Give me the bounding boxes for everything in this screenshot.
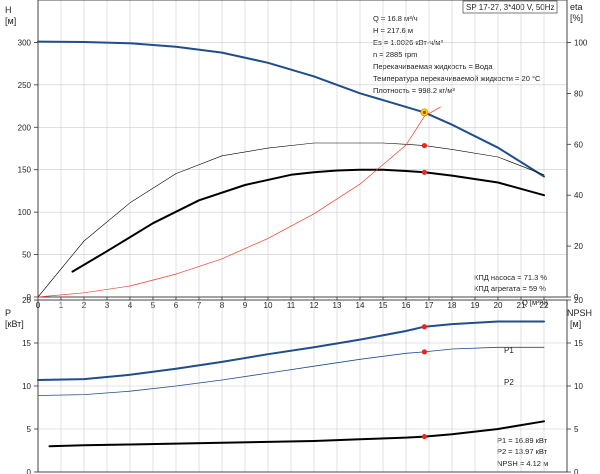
y-axis-tick-label: 20 bbox=[22, 296, 31, 305]
pump-title-box: SP 17-27, 3*400 V, 50Hz bbox=[462, 0, 558, 14]
info-line: Плотность = 998.2 кг/м³ bbox=[373, 86, 455, 95]
plot-frame bbox=[37, 0, 568, 298]
info-line: Перекачиваемая жидкость = Вода bbox=[373, 62, 493, 71]
y-axis-tick-label: 0 bbox=[27, 293, 32, 302]
y-axis-tick-label: 5 bbox=[27, 425, 32, 434]
info-line: n = 2885 rpm bbox=[373, 50, 417, 59]
y-axis-tick-label: 200 bbox=[18, 123, 32, 132]
info-line: Q = 16.8 м³/ч bbox=[373, 14, 418, 23]
y2-axis-tick-label: 5 bbox=[574, 425, 579, 434]
bottom-right-axis-title-line-1: NPSH bbox=[567, 308, 592, 318]
y-axis-tick-label: 0 bbox=[27, 468, 32, 474]
y2-axis-tick-label: 60 bbox=[574, 140, 583, 149]
y2-axis-tick-label: 20 bbox=[574, 242, 583, 251]
y-axis-tick-label: 250 bbox=[18, 81, 32, 90]
series-line-eta_unit bbox=[71, 168, 545, 273]
efficiency-note: КПД насоса = 71.3 % КПД агрегата = 59 % bbox=[474, 273, 547, 293]
bottom-left-axis-title-line-1: P bbox=[5, 308, 11, 318]
grid bbox=[37, 0, 568, 298]
series-label-p1: P1 bbox=[504, 346, 514, 355]
y2-axis-tick-label: 100 bbox=[574, 39, 588, 48]
power-results: P1 = 16.89 кВт P2 = 13.97 кВт NPSH = 4.1… bbox=[497, 436, 548, 468]
efficiency-note-line: КПД агрегата = 59 % bbox=[474, 284, 546, 293]
y2-axis-tick-label: 10 bbox=[574, 382, 583, 391]
series-line-p2 bbox=[37, 346, 545, 396]
series-line-p1 bbox=[37, 320, 545, 381]
info-line: H = 217.6 м bbox=[373, 26, 413, 35]
top-right-axis-title-line-1: eta bbox=[570, 2, 583, 12]
top-right-axis-title-line-2: [%] bbox=[570, 13, 583, 23]
series-line-eta_pump bbox=[37, 142, 545, 298]
y-axis-tick-label: 300 bbox=[18, 38, 32, 47]
result-line: NPSH = 4.12 м bbox=[497, 459, 548, 468]
top-x-axis-title: Q [м³/ч] bbox=[522, 298, 548, 307]
operating-point-marker bbox=[421, 324, 427, 330]
top-left-axis-title: H [м] bbox=[5, 5, 16, 26]
efficiency-note-line: КПД насоса = 71.3 % bbox=[474, 273, 547, 282]
info-line: Температура перекачиваемой жидкости = 20… bbox=[373, 74, 541, 83]
operating-point-marker bbox=[421, 433, 427, 440]
operating-point-marker bbox=[421, 169, 427, 175]
operating-point-marker bbox=[421, 349, 427, 355]
operating-point-marker-center bbox=[422, 110, 426, 114]
series-line-eta_red bbox=[37, 106, 441, 298]
top-left-axis-title-line-2: [м] bbox=[5, 16, 16, 26]
bottom-left-axis-title-line-2: [кВт] bbox=[5, 319, 24, 329]
grid bbox=[37, 299, 568, 473]
series-label-p2: P2 bbox=[504, 378, 514, 387]
top-left-axis-title-line-1: H bbox=[5, 5, 12, 15]
series-line-npsh bbox=[48, 420, 545, 448]
head-efficiency-plot: 0501001502002503000204060801000123456789… bbox=[18, 0, 588, 310]
y2-axis-tick-label: 80 bbox=[574, 89, 583, 98]
y2-axis-tick-label: 15 bbox=[574, 339, 583, 348]
y2-axis-tick-label: 0 bbox=[574, 293, 579, 302]
bottom-left-axis-title: P [кВт] bbox=[5, 308, 24, 329]
bottom-right-axis-title-line-2: [м] bbox=[570, 319, 581, 329]
bottom-right-axis-title: NPSH [м] bbox=[567, 308, 592, 329]
result-line: P2 = 13.97 кВт bbox=[497, 447, 548, 456]
y2-axis-tick-label: 20 bbox=[574, 296, 583, 305]
y2-axis-tick-label: 0 bbox=[574, 468, 579, 474]
y2-axis-tick-label: 40 bbox=[574, 191, 583, 200]
y-axis-tick-label: 100 bbox=[18, 208, 32, 217]
y-axis-tick-label: 15 bbox=[22, 339, 31, 348]
y-axis-tick-label: 150 bbox=[18, 166, 32, 175]
operating-point-marker bbox=[421, 142, 427, 149]
top-right-axis-title: eta [%] bbox=[570, 2, 583, 23]
y-axis-tick-label: 10 bbox=[22, 382, 31, 391]
series-line-head bbox=[37, 40, 545, 178]
pump-title: SP 17-27, 3*400 V, 50Hz bbox=[466, 3, 555, 12]
operating-point-info: Q = 16.8 м³/ч H = 217.6 м Es = 1.0026 кВ… bbox=[373, 14, 541, 95]
y-axis-tick-label: 50 bbox=[22, 251, 31, 260]
result-line: P1 = 16.89 кВт bbox=[497, 436, 548, 445]
